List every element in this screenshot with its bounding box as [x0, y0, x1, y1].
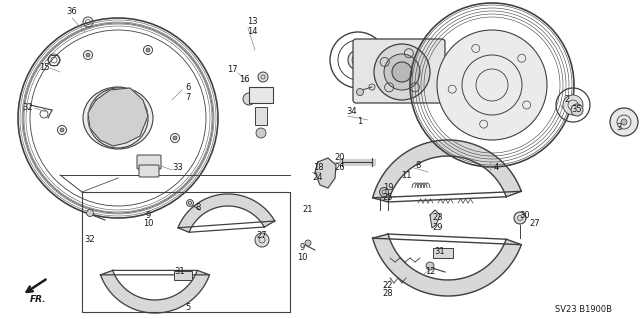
- Text: 10: 10: [143, 219, 153, 228]
- Circle shape: [149, 159, 159, 169]
- Text: 4: 4: [493, 164, 499, 173]
- Text: 27: 27: [530, 219, 540, 228]
- Circle shape: [563, 95, 583, 115]
- Text: 7: 7: [186, 93, 191, 101]
- Text: 16: 16: [239, 75, 250, 84]
- Circle shape: [348, 50, 368, 70]
- Bar: [174, 271, 192, 280]
- Circle shape: [173, 136, 177, 140]
- Circle shape: [571, 104, 583, 116]
- Text: 8: 8: [195, 204, 201, 212]
- Text: 1: 1: [357, 116, 363, 125]
- Bar: [433, 248, 453, 258]
- Text: 19: 19: [383, 183, 393, 192]
- Text: 28: 28: [383, 290, 394, 299]
- Polygon shape: [372, 140, 522, 202]
- Text: 35: 35: [572, 105, 582, 114]
- Circle shape: [86, 53, 90, 57]
- Text: 32: 32: [22, 103, 33, 113]
- Text: 20: 20: [335, 153, 345, 162]
- Circle shape: [243, 93, 255, 105]
- Text: 26: 26: [335, 162, 346, 172]
- Circle shape: [256, 128, 266, 138]
- Circle shape: [384, 54, 420, 90]
- Polygon shape: [88, 88, 148, 146]
- Circle shape: [186, 199, 193, 206]
- Circle shape: [437, 30, 547, 140]
- Text: 30: 30: [520, 211, 531, 219]
- Text: 17: 17: [227, 65, 237, 75]
- FancyBboxPatch shape: [137, 155, 161, 169]
- Circle shape: [392, 62, 412, 82]
- Text: 8: 8: [415, 160, 420, 169]
- Circle shape: [426, 262, 434, 270]
- Text: 33: 33: [173, 164, 184, 173]
- Text: 25: 25: [383, 192, 393, 202]
- Circle shape: [258, 72, 268, 82]
- Text: 34: 34: [347, 108, 357, 116]
- FancyBboxPatch shape: [139, 165, 159, 177]
- Circle shape: [305, 240, 311, 246]
- Text: FR.: FR.: [29, 295, 46, 305]
- Text: 31: 31: [175, 268, 186, 277]
- Circle shape: [60, 128, 64, 132]
- FancyBboxPatch shape: [353, 39, 445, 103]
- Text: 6: 6: [186, 84, 191, 93]
- Text: 2: 2: [564, 95, 570, 105]
- Polygon shape: [315, 158, 336, 188]
- Text: 23: 23: [433, 213, 444, 222]
- Text: 27: 27: [257, 231, 268, 240]
- Text: 24: 24: [313, 173, 323, 182]
- Text: 32: 32: [84, 235, 95, 244]
- Text: 9: 9: [300, 243, 305, 253]
- Circle shape: [86, 210, 93, 217]
- Polygon shape: [430, 210, 440, 228]
- Text: 13: 13: [246, 18, 257, 26]
- Text: 11: 11: [401, 170, 412, 180]
- Polygon shape: [372, 234, 522, 296]
- Bar: [249, 87, 273, 103]
- Text: 22: 22: [383, 280, 393, 290]
- Circle shape: [380, 188, 388, 197]
- Text: 29: 29: [433, 222, 444, 232]
- Text: 12: 12: [425, 268, 435, 277]
- Text: 14: 14: [247, 26, 257, 35]
- Text: 31: 31: [435, 248, 445, 256]
- Circle shape: [356, 88, 364, 95]
- Text: 10: 10: [297, 253, 307, 262]
- Bar: [255, 107, 267, 125]
- Text: 36: 36: [67, 8, 77, 17]
- Text: 5: 5: [186, 303, 191, 313]
- Text: 3: 3: [616, 123, 621, 132]
- Circle shape: [374, 44, 430, 100]
- Circle shape: [621, 119, 627, 125]
- Circle shape: [514, 212, 526, 224]
- Text: 21: 21: [303, 205, 313, 214]
- Text: 15: 15: [39, 63, 49, 72]
- Text: 9: 9: [145, 211, 150, 219]
- Circle shape: [255, 233, 269, 247]
- Circle shape: [610, 108, 638, 136]
- Ellipse shape: [83, 87, 153, 149]
- Text: SV23 B1900B: SV23 B1900B: [555, 306, 612, 315]
- Text: 18: 18: [313, 164, 323, 173]
- Polygon shape: [178, 194, 275, 232]
- Circle shape: [146, 48, 150, 52]
- Polygon shape: [100, 271, 209, 313]
